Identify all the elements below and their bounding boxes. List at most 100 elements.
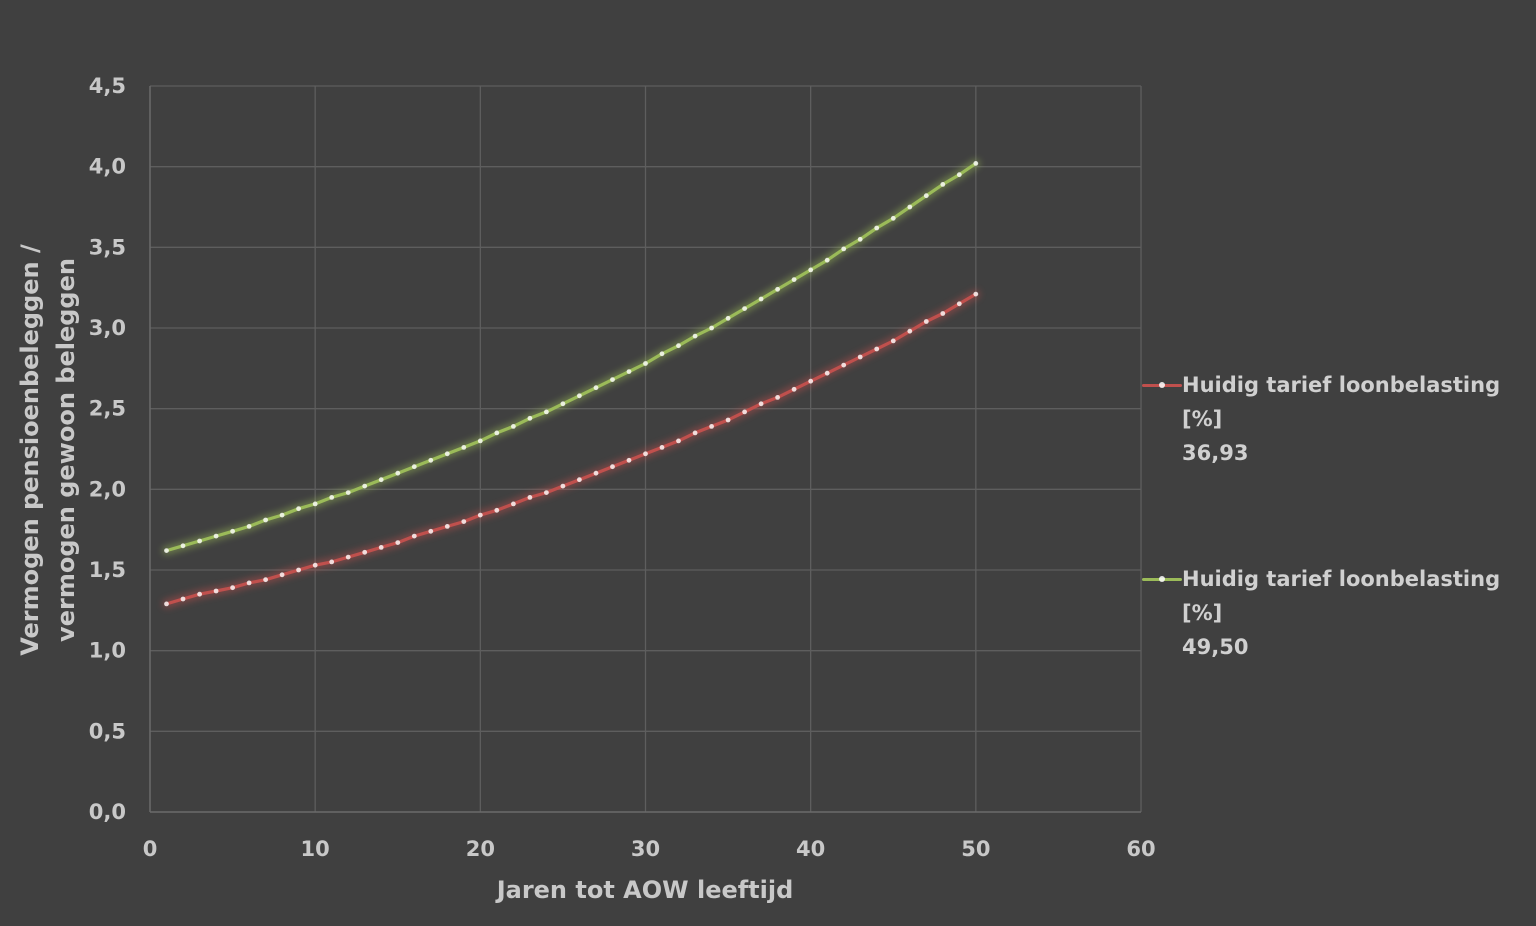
y-tick-label: 1,5: [89, 558, 126, 582]
legend-label-series-1: Huidig tarief loonbelasting [%] 36,93: [1182, 373, 1501, 465]
data-point: [461, 519, 467, 524]
data-point: [494, 507, 500, 513]
data-point: [709, 424, 714, 429]
x-tick-label: 20: [466, 837, 495, 861]
plot-area-frame: [149, 86, 1141, 813]
y-tick-label: 2,5: [89, 397, 126, 421]
y-axis-title-line-1: Vermogen pensioenbeleggen /: [16, 244, 44, 656]
data-point: [527, 495, 533, 500]
data-point: [444, 524, 450, 529]
data-point: [643, 451, 648, 457]
data-point: [973, 291, 979, 297]
data-point: [791, 386, 797, 392]
data-point: [577, 477, 582, 483]
data-point: [676, 343, 681, 349]
data-point: [197, 591, 203, 597]
data-point: [610, 464, 615, 470]
data-point: [643, 361, 648, 366]
data-point: [940, 311, 946, 316]
data-point: [164, 548, 169, 553]
data-point: [362, 549, 368, 555]
legend: Huidig tarief loonbelasting [%] 36,93 Hu…: [1142, 368, 1536, 664]
legend-swatch-series-2: [1142, 562, 1182, 596]
data-point: [923, 193, 929, 199]
y-tick-label: 3,0: [89, 316, 126, 340]
data-point: [411, 533, 417, 539]
series-line: [164, 161, 978, 553]
x-tick-label: 60: [1126, 837, 1155, 861]
x-tick-label: 0: [143, 837, 158, 861]
x-tick-label: 50: [961, 837, 990, 861]
data-point: [742, 409, 747, 415]
data-point: [246, 524, 252, 529]
data-point: [411, 464, 417, 470]
data-point: [345, 554, 351, 560]
data-point: [312, 501, 318, 507]
data-point: [560, 401, 566, 407]
x-tick-label: 30: [631, 837, 660, 861]
x-axis-ticks: 0 10 20 30 40 50 60: [143, 837, 1156, 861]
data-point: [180, 596, 186, 602]
data-point: [230, 585, 236, 591]
data-point: [824, 257, 830, 263]
y-tick-label: 0,0: [89, 800, 126, 824]
data-point: [907, 328, 913, 334]
data-point: [263, 517, 268, 523]
data-point: [725, 315, 731, 321]
x-tick-label: 10: [301, 837, 330, 861]
data-point: [956, 172, 962, 178]
data-point: [477, 512, 483, 518]
data-point: [362, 483, 368, 489]
data-point: [296, 567, 301, 573]
y-axis-ticks: 0,0 0,5 1,0 1,5 2,0 2,5 3,0 3,5 4,0 4,5: [89, 74, 126, 824]
y-tick-label: 4,0: [89, 155, 126, 179]
series-2: [162, 158, 981, 556]
data-point: [329, 559, 335, 565]
data-point: [742, 306, 747, 311]
y-axis-title: Vermogen pensioenbeleggen / vermogen gew…: [16, 244, 80, 656]
x-axis-title: Jaren tot AOW leeftijd: [495, 876, 794, 904]
data-point: [841, 362, 847, 368]
series-lines: [162, 158, 981, 609]
data-point: [659, 445, 665, 450]
data-point: [709, 325, 714, 331]
y-axis-title-line-2: vermogen gewoon beleggen: [52, 258, 80, 642]
data-point: [511, 501, 516, 507]
data-point: [395, 540, 401, 545]
data-point: [808, 378, 814, 384]
data-point: [593, 385, 599, 391]
y-tick-label: 4,5: [89, 74, 126, 98]
y-tick-label: 1,0: [89, 639, 126, 663]
legend-swatch-series-1: [1142, 368, 1182, 402]
data-point: [378, 545, 384, 550]
data-point: [527, 415, 533, 421]
data-point: [511, 424, 516, 429]
data-point: [758, 296, 764, 302]
data-point: [626, 369, 632, 374]
data-point: [197, 538, 203, 544]
legend-entry-series-1: Huidig tarief loonbelasting [%] 36,93: [1142, 368, 1536, 470]
data-point: [444, 451, 450, 457]
data-point: [230, 528, 236, 534]
data-point: [279, 572, 285, 578]
grid-lines: [150, 85, 1142, 812]
data-point: [544, 490, 549, 495]
data-point: [577, 393, 582, 399]
data-point: [395, 470, 401, 476]
data-point: [610, 377, 615, 382]
data-point: [296, 506, 301, 512]
series-line: [164, 292, 978, 606]
data-point: [973, 161, 979, 166]
data-point: [775, 395, 780, 400]
data-point: [428, 457, 434, 463]
data-point: [544, 409, 549, 415]
data-point: [775, 286, 780, 292]
data-point: [164, 601, 169, 607]
data-point: [329, 495, 335, 500]
data-point: [692, 333, 698, 339]
data-point: [494, 430, 500, 436]
series-1: [162, 289, 981, 609]
y-tick-label: 0,5: [89, 719, 126, 743]
y-tick-label: 3,5: [89, 235, 126, 259]
